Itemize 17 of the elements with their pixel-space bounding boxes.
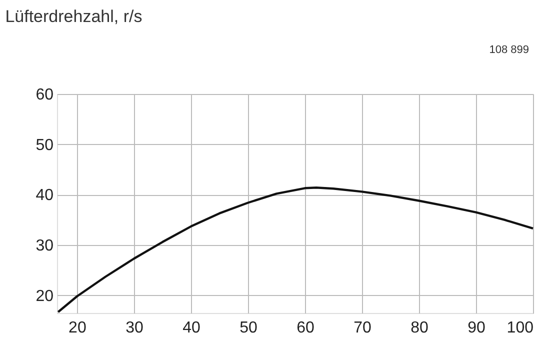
x-tick-label: 70 [354,320,372,336]
y-tick-label: 40 [36,187,54,204]
x-tick-label: 90 [468,320,486,336]
y-tick-label: 50 [36,136,54,154]
y-tick-label: 60 [36,86,54,104]
x-tick-label: 20 [68,320,86,336]
line-series [57,186,534,314]
x-tick-label: 100 [506,320,534,336]
x-tick-label: 30 [126,320,144,336]
x-tick-label: 60 [296,320,314,336]
y-tick-label: 30 [36,238,54,255]
chart-title: Lüfterdrehzahl, r/s [5,7,142,26]
text: 108 899 [489,44,529,56]
x-tick-label: 40 [182,320,200,336]
x-tick-label: 80 [410,320,428,336]
y-tick-label: 20 [36,288,54,305]
x-tick-label: 50 [240,320,258,336]
